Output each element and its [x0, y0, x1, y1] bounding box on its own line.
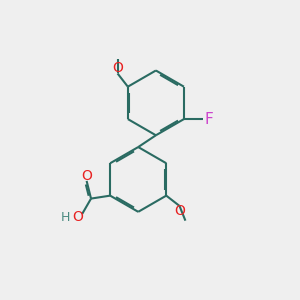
Text: F: F: [204, 112, 213, 127]
Text: O: O: [72, 210, 83, 224]
Text: O: O: [112, 61, 123, 75]
Text: O: O: [175, 204, 185, 218]
Text: H: H: [60, 211, 70, 224]
Text: O: O: [81, 169, 92, 183]
